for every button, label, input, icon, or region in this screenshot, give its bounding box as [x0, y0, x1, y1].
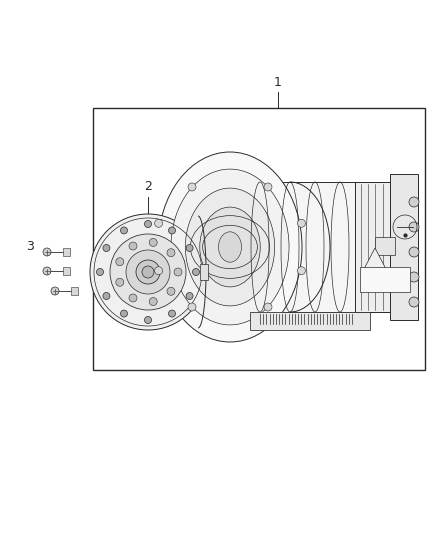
- Circle shape: [169, 310, 176, 317]
- Circle shape: [116, 278, 124, 286]
- Circle shape: [51, 287, 59, 295]
- Polygon shape: [364, 248, 386, 269]
- Ellipse shape: [219, 232, 241, 262]
- Circle shape: [142, 266, 154, 278]
- Bar: [390, 174, 418, 320]
- Bar: [250, 312, 370, 330]
- Text: 3: 3: [26, 239, 34, 253]
- Circle shape: [167, 287, 175, 295]
- Bar: [355, 182, 410, 312]
- Circle shape: [174, 268, 182, 276]
- Circle shape: [129, 294, 137, 302]
- Circle shape: [96, 269, 103, 276]
- Ellipse shape: [158, 152, 302, 342]
- Circle shape: [90, 214, 206, 330]
- Circle shape: [129, 242, 137, 250]
- Ellipse shape: [200, 207, 260, 287]
- Bar: [71, 287, 78, 295]
- Circle shape: [145, 221, 152, 228]
- Ellipse shape: [185, 188, 275, 306]
- Circle shape: [167, 249, 175, 257]
- Circle shape: [297, 219, 305, 227]
- Circle shape: [297, 266, 305, 274]
- Circle shape: [409, 247, 419, 257]
- Circle shape: [186, 293, 193, 300]
- Circle shape: [169, 227, 176, 234]
- Text: 2: 2: [144, 181, 152, 193]
- Bar: [375, 237, 395, 255]
- Circle shape: [126, 250, 170, 294]
- Circle shape: [103, 293, 110, 300]
- Circle shape: [188, 183, 196, 191]
- Circle shape: [43, 267, 51, 275]
- Bar: [250, 182, 410, 312]
- Bar: [63, 267, 70, 275]
- Circle shape: [186, 245, 193, 252]
- Ellipse shape: [171, 169, 289, 325]
- Circle shape: [409, 297, 419, 307]
- Circle shape: [145, 317, 152, 324]
- Circle shape: [155, 219, 162, 227]
- Circle shape: [149, 297, 157, 305]
- Circle shape: [43, 248, 51, 256]
- Bar: [63, 248, 70, 256]
- Circle shape: [116, 258, 124, 266]
- Circle shape: [264, 183, 272, 191]
- Circle shape: [120, 227, 127, 234]
- Circle shape: [188, 303, 196, 311]
- Text: 1: 1: [274, 77, 282, 90]
- Bar: [200, 264, 208, 280]
- Circle shape: [149, 238, 157, 246]
- Circle shape: [409, 222, 419, 232]
- Circle shape: [110, 234, 186, 310]
- Circle shape: [409, 272, 419, 282]
- Circle shape: [103, 245, 110, 252]
- Bar: [360, 267, 410, 292]
- Circle shape: [409, 197, 419, 207]
- Circle shape: [136, 260, 160, 284]
- Bar: [93, 108, 425, 370]
- Circle shape: [120, 310, 127, 317]
- Circle shape: [155, 266, 162, 274]
- Circle shape: [264, 303, 272, 311]
- Circle shape: [192, 269, 199, 276]
